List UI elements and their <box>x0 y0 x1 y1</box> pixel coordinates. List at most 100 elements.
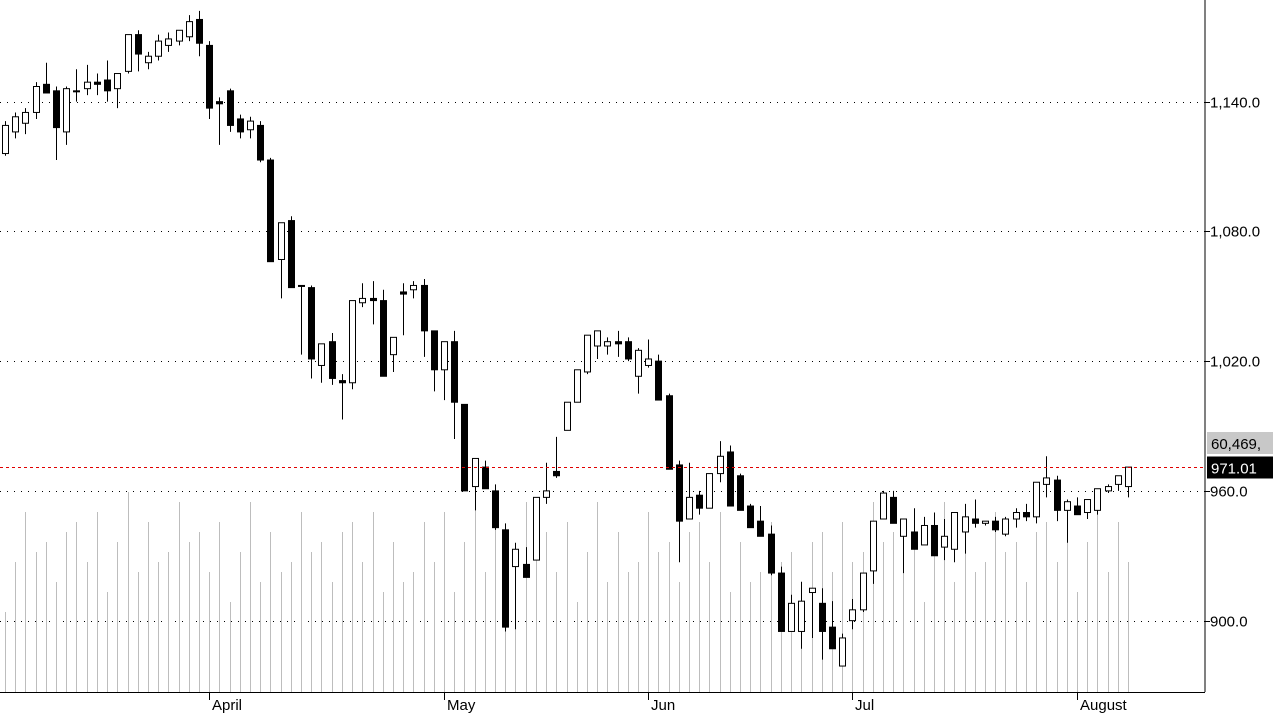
candle-body <box>257 124 264 161</box>
candle-body <box>349 300 356 384</box>
x-tick-label: Jun <box>651 697 675 714</box>
candle-body <box>625 341 632 360</box>
candle-body <box>1125 466 1132 488</box>
candle-body <box>533 496 540 561</box>
y-tick-label: 960.0 <box>1210 484 1248 501</box>
candle-body <box>941 535 948 548</box>
candle-body <box>829 626 836 650</box>
candle-body <box>768 533 775 574</box>
candle-body <box>329 341 336 379</box>
candle-body <box>747 505 754 529</box>
candle-body <box>380 300 387 377</box>
candle-body <box>461 403 468 492</box>
candle-body <box>788 602 795 632</box>
volume-label-box <box>1207 432 1273 454</box>
candle-body <box>737 475 744 511</box>
candle-body <box>492 490 499 529</box>
candle-body <box>33 86 40 113</box>
candle-body <box>809 587 816 594</box>
candle-body <box>778 572 785 632</box>
candle-body <box>1115 475 1122 485</box>
candle-body <box>1013 512 1020 520</box>
candle-body <box>1064 501 1071 511</box>
candle-body <box>860 572 867 611</box>
candle-body <box>237 118 244 133</box>
y-tick-label: 1,020.0 <box>1210 354 1260 371</box>
candle-body <box>84 81 91 90</box>
last-price-label: 971.01 <box>1211 461 1257 478</box>
candle-body <box>125 34 132 72</box>
candle-body <box>339 380 346 384</box>
candle-body <box>298 284 305 287</box>
candle-body <box>472 457 479 488</box>
candle-body <box>1054 479 1061 511</box>
volume-label: 60,469, <box>1211 436 1261 453</box>
candle-body <box>482 466 489 490</box>
candle-body <box>267 159 274 263</box>
candle-body <box>880 492 887 520</box>
candle-body <box>635 349 642 377</box>
candle-body <box>216 101 223 105</box>
candle-body <box>186 21 193 38</box>
candle-body <box>155 40 162 57</box>
candle-body <box>706 473 713 509</box>
candle-body <box>676 464 683 522</box>
candle-body <box>594 330 601 347</box>
candle-body <box>543 490 550 498</box>
candle-body <box>196 18 203 44</box>
candle-body <box>451 341 458 403</box>
candle-body <box>972 518 979 524</box>
candle-body <box>247 120 254 131</box>
candle-body <box>308 287 315 360</box>
candle-body <box>12 116 19 133</box>
candle-body <box>421 284 428 332</box>
candle-body <box>962 516 969 533</box>
candle-body <box>890 496 897 524</box>
candle-body <box>911 531 918 550</box>
candle-body <box>717 455 724 475</box>
candle-body <box>2 124 9 155</box>
candle-body <box>584 334 591 373</box>
candle-body <box>135 34 142 55</box>
candle-body <box>921 524 928 546</box>
candle-body <box>63 88 70 133</box>
candle-body <box>410 284 417 291</box>
candle-body <box>1023 512 1030 518</box>
candle-body <box>870 520 877 572</box>
candle-body <box>686 496 693 520</box>
candle-body <box>43 83 50 94</box>
candle-body <box>502 529 509 628</box>
candle-body <box>359 297 366 304</box>
candle-body <box>165 38 172 46</box>
candle-body <box>145 55 152 64</box>
x-tick-label: Jul <box>855 697 874 714</box>
candle-body <box>278 222 285 261</box>
candle-body <box>1094 488 1101 511</box>
x-tick-label: August <box>1080 697 1128 714</box>
candle-body <box>176 29 183 42</box>
candle-body <box>73 90 80 93</box>
candle-body <box>574 369 581 403</box>
candle-body <box>441 341 448 371</box>
candle-body <box>206 44 213 109</box>
candle-body <box>318 343 325 366</box>
candle-body <box>666 395 673 470</box>
candle-body <box>604 341 611 347</box>
last-price-box <box>1207 456 1273 479</box>
candle-body <box>645 358 652 366</box>
candle-body <box>523 563 530 578</box>
candle-body <box>798 600 805 632</box>
candle-body <box>553 470 560 477</box>
candle-body <box>1105 486 1112 492</box>
candle-body <box>1084 499 1091 514</box>
candle-body <box>400 291 407 295</box>
candle-body <box>512 548 519 568</box>
y-tick-label: 900.0 <box>1210 614 1248 631</box>
candle-body <box>22 111 29 124</box>
candle-body <box>992 520 999 531</box>
candle-body <box>982 520 989 524</box>
candle-body <box>849 609 856 622</box>
candle-body <box>951 512 958 550</box>
